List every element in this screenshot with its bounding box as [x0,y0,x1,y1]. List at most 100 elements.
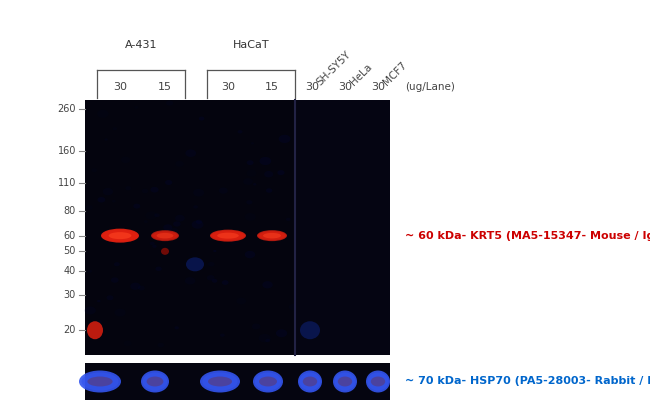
Ellipse shape [279,135,291,143]
Ellipse shape [135,106,138,109]
Ellipse shape [151,187,159,193]
Ellipse shape [186,257,204,271]
Ellipse shape [98,197,105,202]
Ellipse shape [101,229,139,243]
Ellipse shape [286,218,291,221]
Ellipse shape [366,370,390,393]
Ellipse shape [315,178,322,184]
Ellipse shape [102,230,138,242]
Ellipse shape [163,224,172,231]
Ellipse shape [84,307,96,314]
Ellipse shape [246,200,252,204]
Ellipse shape [151,230,179,241]
Ellipse shape [130,283,140,290]
Ellipse shape [337,217,348,224]
Ellipse shape [104,231,136,240]
Ellipse shape [208,377,232,387]
Text: 40: 40 [64,265,76,276]
Ellipse shape [96,320,102,324]
Ellipse shape [368,219,371,221]
Ellipse shape [107,295,114,300]
Ellipse shape [328,258,339,265]
Ellipse shape [318,135,329,142]
Ellipse shape [237,298,246,304]
Ellipse shape [357,133,365,138]
Ellipse shape [157,343,164,347]
Text: ~ 60 kDa- KRT5 (MA5-15347- Mouse / IgG): ~ 60 kDa- KRT5 (MA5-15347- Mouse / IgG) [405,231,650,241]
Ellipse shape [97,300,101,302]
Ellipse shape [109,232,131,239]
Text: 30: 30 [221,82,235,92]
Ellipse shape [124,341,131,346]
Ellipse shape [369,221,378,227]
Ellipse shape [133,204,140,208]
Ellipse shape [333,370,357,393]
Ellipse shape [144,220,148,223]
Ellipse shape [87,377,112,387]
Ellipse shape [349,268,359,275]
Ellipse shape [303,377,317,387]
Ellipse shape [86,205,93,210]
Ellipse shape [174,326,179,329]
Ellipse shape [200,370,240,393]
Ellipse shape [335,372,356,391]
Ellipse shape [323,271,332,278]
Ellipse shape [210,229,246,242]
Ellipse shape [257,230,287,241]
Ellipse shape [245,251,255,258]
Ellipse shape [229,239,239,245]
Ellipse shape [264,171,273,177]
Text: 60: 60 [64,231,76,241]
Text: HeLa: HeLa [348,61,374,87]
Ellipse shape [332,252,338,257]
Ellipse shape [323,231,330,236]
Ellipse shape [202,372,238,391]
Ellipse shape [165,180,172,185]
Ellipse shape [222,280,229,285]
Ellipse shape [213,231,243,240]
Ellipse shape [243,178,253,185]
Ellipse shape [246,170,256,177]
Ellipse shape [173,221,181,227]
Ellipse shape [253,183,256,185]
Text: A-431: A-431 [125,40,157,50]
Ellipse shape [208,262,214,267]
Ellipse shape [332,130,340,136]
Text: 30: 30 [305,82,319,92]
Ellipse shape [377,126,388,134]
Ellipse shape [382,130,385,132]
Ellipse shape [193,205,198,208]
Ellipse shape [87,321,103,339]
Ellipse shape [143,372,167,391]
Ellipse shape [274,231,281,236]
Ellipse shape [154,213,160,217]
Ellipse shape [138,286,145,290]
Ellipse shape [111,278,119,283]
Ellipse shape [170,228,179,234]
Text: 30: 30 [371,82,385,92]
Ellipse shape [278,170,285,175]
Ellipse shape [251,142,254,145]
Ellipse shape [150,242,155,245]
Text: (ug/Lane): (ug/Lane) [405,82,455,92]
Ellipse shape [142,189,148,193]
Ellipse shape [175,215,185,222]
Ellipse shape [378,235,385,240]
Ellipse shape [114,309,125,316]
Ellipse shape [259,232,285,240]
Text: 30: 30 [113,82,127,92]
Ellipse shape [337,141,346,147]
Ellipse shape [121,157,130,163]
Ellipse shape [259,334,270,342]
Ellipse shape [265,339,270,342]
Text: MCF7: MCF7 [381,60,408,87]
Ellipse shape [363,342,367,344]
Ellipse shape [157,233,174,238]
Ellipse shape [185,149,196,157]
Text: 15: 15 [265,82,279,92]
Ellipse shape [97,110,109,118]
Ellipse shape [220,334,225,337]
Ellipse shape [112,127,117,130]
Ellipse shape [329,112,332,114]
Ellipse shape [147,377,163,387]
